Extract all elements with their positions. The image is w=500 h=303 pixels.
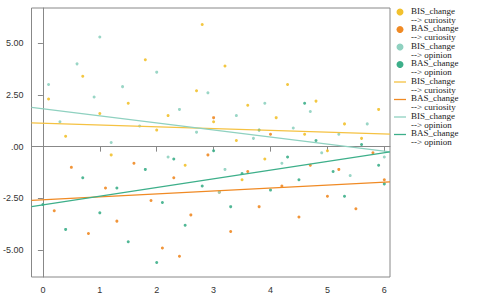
svg-text:.00: .00 [11,142,24,152]
svg-text:--> curiosity: --> curiosity [411,102,456,112]
svg-text:--> opinion: --> opinion [411,67,452,77]
svg-text:--> curiosity: --> curiosity [411,84,456,95]
svg-text:--> opinion: --> opinion [411,49,452,60]
svg-text:BIS_change: BIS_change [411,110,455,121]
svg-text:--> curiosity: --> curiosity [411,32,456,42]
svg-text:6: 6 [382,285,387,295]
svg-text:4: 4 [268,285,273,295]
svg-text:2: 2 [154,285,159,295]
svg-text:-5.00: -5.00 [3,245,24,255]
svg-text:-2.50: -2.50 [3,193,24,203]
svg-text:5.00: 5.00 [6,38,24,48]
svg-text:BAS_change: BAS_change [411,58,459,68]
svg-text:--> curiosity: --> curiosity [411,14,456,25]
svg-text:3: 3 [211,285,216,295]
svg-text:BIS_change: BIS_change [411,5,455,16]
svg-text:0: 0 [40,285,45,295]
svg-text:BIS_change: BIS_change [411,40,455,51]
svg-text:--> opinion: --> opinion [411,137,452,147]
svg-text:BAS_change: BAS_change [411,23,459,33]
svg-text:BAS_change: BAS_change [411,128,459,138]
svg-text:--> opinion: --> opinion [411,119,452,130]
svg-text:1: 1 [97,285,102,295]
svg-text:5: 5 [325,285,330,295]
svg-text:BIS_change: BIS_change [411,75,455,86]
svg-text:2.50: 2.50 [6,90,24,100]
svg-text:BAS_change: BAS_change [411,93,459,103]
